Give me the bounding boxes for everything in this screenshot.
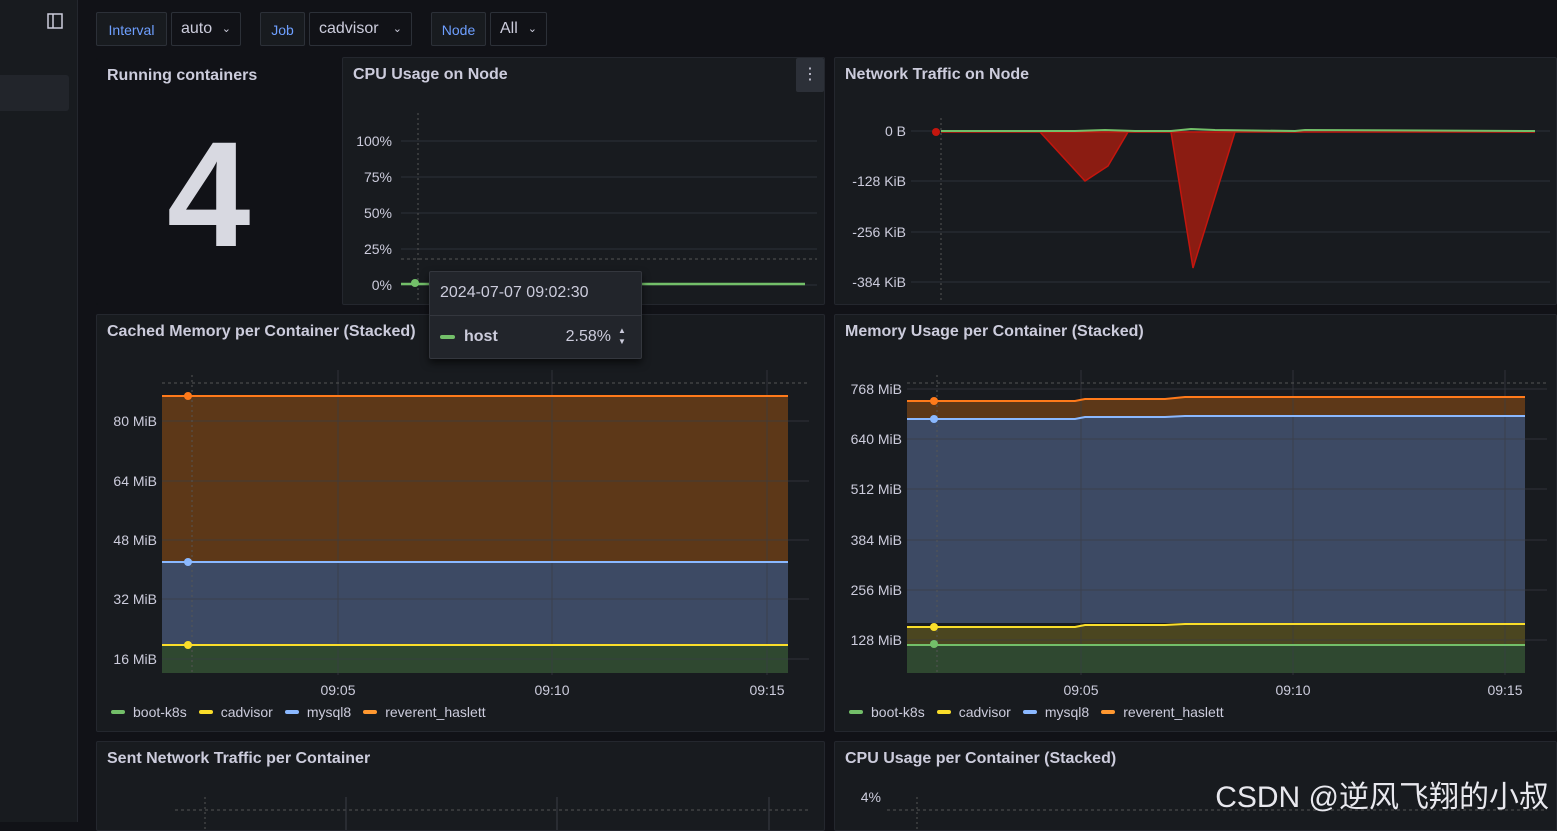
area-mysql8 — [162, 562, 788, 645]
y-tick: 768 MiB — [851, 381, 902, 397]
panel-title: Running containers — [107, 67, 258, 84]
cpu-container-chart: 4% — [861, 789, 1547, 830]
area-reverent_haslett — [162, 396, 788, 562]
panel-menu-icon[interactable]: ⋮ — [796, 58, 824, 92]
panel-title: Memory Usage per Container (Stacked) — [845, 323, 1144, 340]
x-tick: 09:05 — [320, 682, 355, 698]
y-tick: 640 MiB — [851, 431, 902, 447]
received-area — [941, 131, 1535, 269]
watermark: CSDN @逆风飞翔的小叔 — [1215, 781, 1549, 814]
sent-network-panel[interactable]: Sent Network Traffic per Container — [96, 741, 825, 831]
legend-item[interactable]: boot-k8s — [111, 704, 187, 720]
y-tick: 0% — [372, 277, 392, 293]
stat-value: 4 — [167, 110, 251, 278]
legend-item[interactable]: cadvisor — [936, 704, 1011, 720]
y-tick: 128 MiB — [851, 632, 902, 648]
network-traffic-node-panel[interactable]: Network Traffic on Node 0 B -128 KiB -25… — [834, 57, 1557, 305]
chart-legend: boot-k8s cadvisor mysql8 reverent_haslet… — [849, 704, 1224, 720]
cached-memory-panel[interactable]: Cached Memory per Container (Stacked) 80… — [96, 314, 825, 732]
node-select[interactable]: All ⌄ — [490, 12, 547, 46]
y-tick: 100% — [356, 133, 392, 149]
chart-legend: boot-k8s cadvisor mysql8 reverent_haslet… — [111, 704, 486, 720]
cpu-usage-node-panel[interactable]: CPU Usage on Node ⋮ 100% 75% 50% 25% 0% — [342, 57, 825, 305]
hover-point — [411, 279, 419, 287]
y-tick: 80 MiB — [113, 413, 157, 429]
x-tick: 09:15 — [1487, 682, 1522, 698]
y-tick: 32 MiB — [113, 591, 157, 607]
legend-item[interactable]: boot-k8s — [849, 704, 925, 720]
sidebar-toggle-icon[interactable] — [46, 12, 64, 30]
sidebar-active-item[interactable] — [0, 75, 69, 111]
scroll-arrows-icon[interactable]: ▲ ▼ — [618, 326, 626, 346]
tooltip-time: 2024-07-07 09:02:30 — [440, 284, 589, 301]
hover-point — [932, 128, 940, 136]
y-tick: 50% — [364, 205, 392, 221]
y-tick: 25% — [364, 241, 392, 257]
y-tick: 4% — [861, 789, 881, 805]
x-tick: 09:10 — [1275, 682, 1310, 698]
memory-usage-chart: 768 MiB 640 MiB 512 MiB 384 MiB 256 MiB … — [851, 370, 1547, 698]
y-tick: -128 KiB — [852, 173, 906, 189]
tooltip-series-name: host — [464, 328, 498, 345]
y-tick: 256 MiB — [851, 582, 902, 598]
variable-label-job: Job — [260, 12, 305, 46]
cached-memory-chart: 80 MiB 64 MiB 48 MiB 32 MiB 16 MiB 09:05… — [113, 370, 809, 698]
panel-title: CPU Usage on Node — [353, 66, 508, 83]
job-select[interactable]: cadvisor ⌄ — [309, 12, 412, 46]
x-tick: 09:15 — [749, 682, 784, 698]
variable-label-interval: Interval — [96, 12, 167, 46]
variable-label-node: Node — [431, 12, 486, 46]
x-tick: 09:10 — [534, 682, 569, 698]
panel-title: Cached Memory per Container (Stacked) — [107, 323, 416, 340]
interval-select[interactable]: auto ⌄ — [171, 12, 241, 46]
y-tick: 0 B — [885, 123, 906, 139]
tooltip-series-swatch — [440, 335, 455, 339]
chevron-down-icon: ⌄ — [392, 23, 402, 35]
y-tick: 512 MiB — [851, 481, 902, 497]
y-tick: 48 MiB — [113, 532, 157, 548]
memory-usage-panel[interactable]: Memory Usage per Container (Stacked) 768… — [834, 314, 1557, 732]
sent-line — [941, 127, 1536, 133]
y-tick: 16 MiB — [113, 651, 157, 667]
cpu-container-panel[interactable]: CPU Usage per Container (Stacked) 4% — [834, 741, 1557, 831]
chevron-down-icon: ⌄ — [527, 23, 537, 35]
sidebar — [0, 0, 78, 822]
panel-title: CPU Usage per Container (Stacked) — [845, 750, 1117, 767]
panel-title: Network Traffic on Node — [845, 66, 1030, 83]
legend-item[interactable]: reverent_haslett — [363, 704, 486, 720]
y-tick: -384 KiB — [852, 274, 906, 290]
y-tick: 384 MiB — [851, 532, 902, 548]
hover-tooltip: 2024-07-07 09:02:30 host 2.58% ▲ ▼ — [429, 271, 642, 359]
legend-item[interactable]: reverent_haslett — [1101, 704, 1224, 720]
running-containers-panel[interactable]: Running containers 4 — [96, 58, 341, 305]
legend-item[interactable]: mysql8 — [284, 704, 351, 720]
y-tick: -256 KiB — [852, 224, 906, 240]
legend-item[interactable]: cadvisor — [198, 704, 273, 720]
cpu-node-chart: 100% 75% 50% 25% 0% — [356, 113, 817, 303]
y-tick: 75% — [364, 169, 392, 185]
panel-title: Sent Network Traffic per Container — [107, 750, 371, 767]
y-tick: 64 MiB — [113, 473, 157, 489]
network-node-chart: 0 B -128 KiB -256 KiB -384 KiB — [852, 118, 1550, 303]
x-tick: 09:05 — [1063, 682, 1098, 698]
legend-item[interactable]: mysql8 — [1022, 704, 1089, 720]
chevron-down-icon: ⌄ — [221, 23, 231, 35]
tooltip-value: 2.58% — [565, 328, 611, 345]
sent-network-chart — [175, 797, 809, 830]
